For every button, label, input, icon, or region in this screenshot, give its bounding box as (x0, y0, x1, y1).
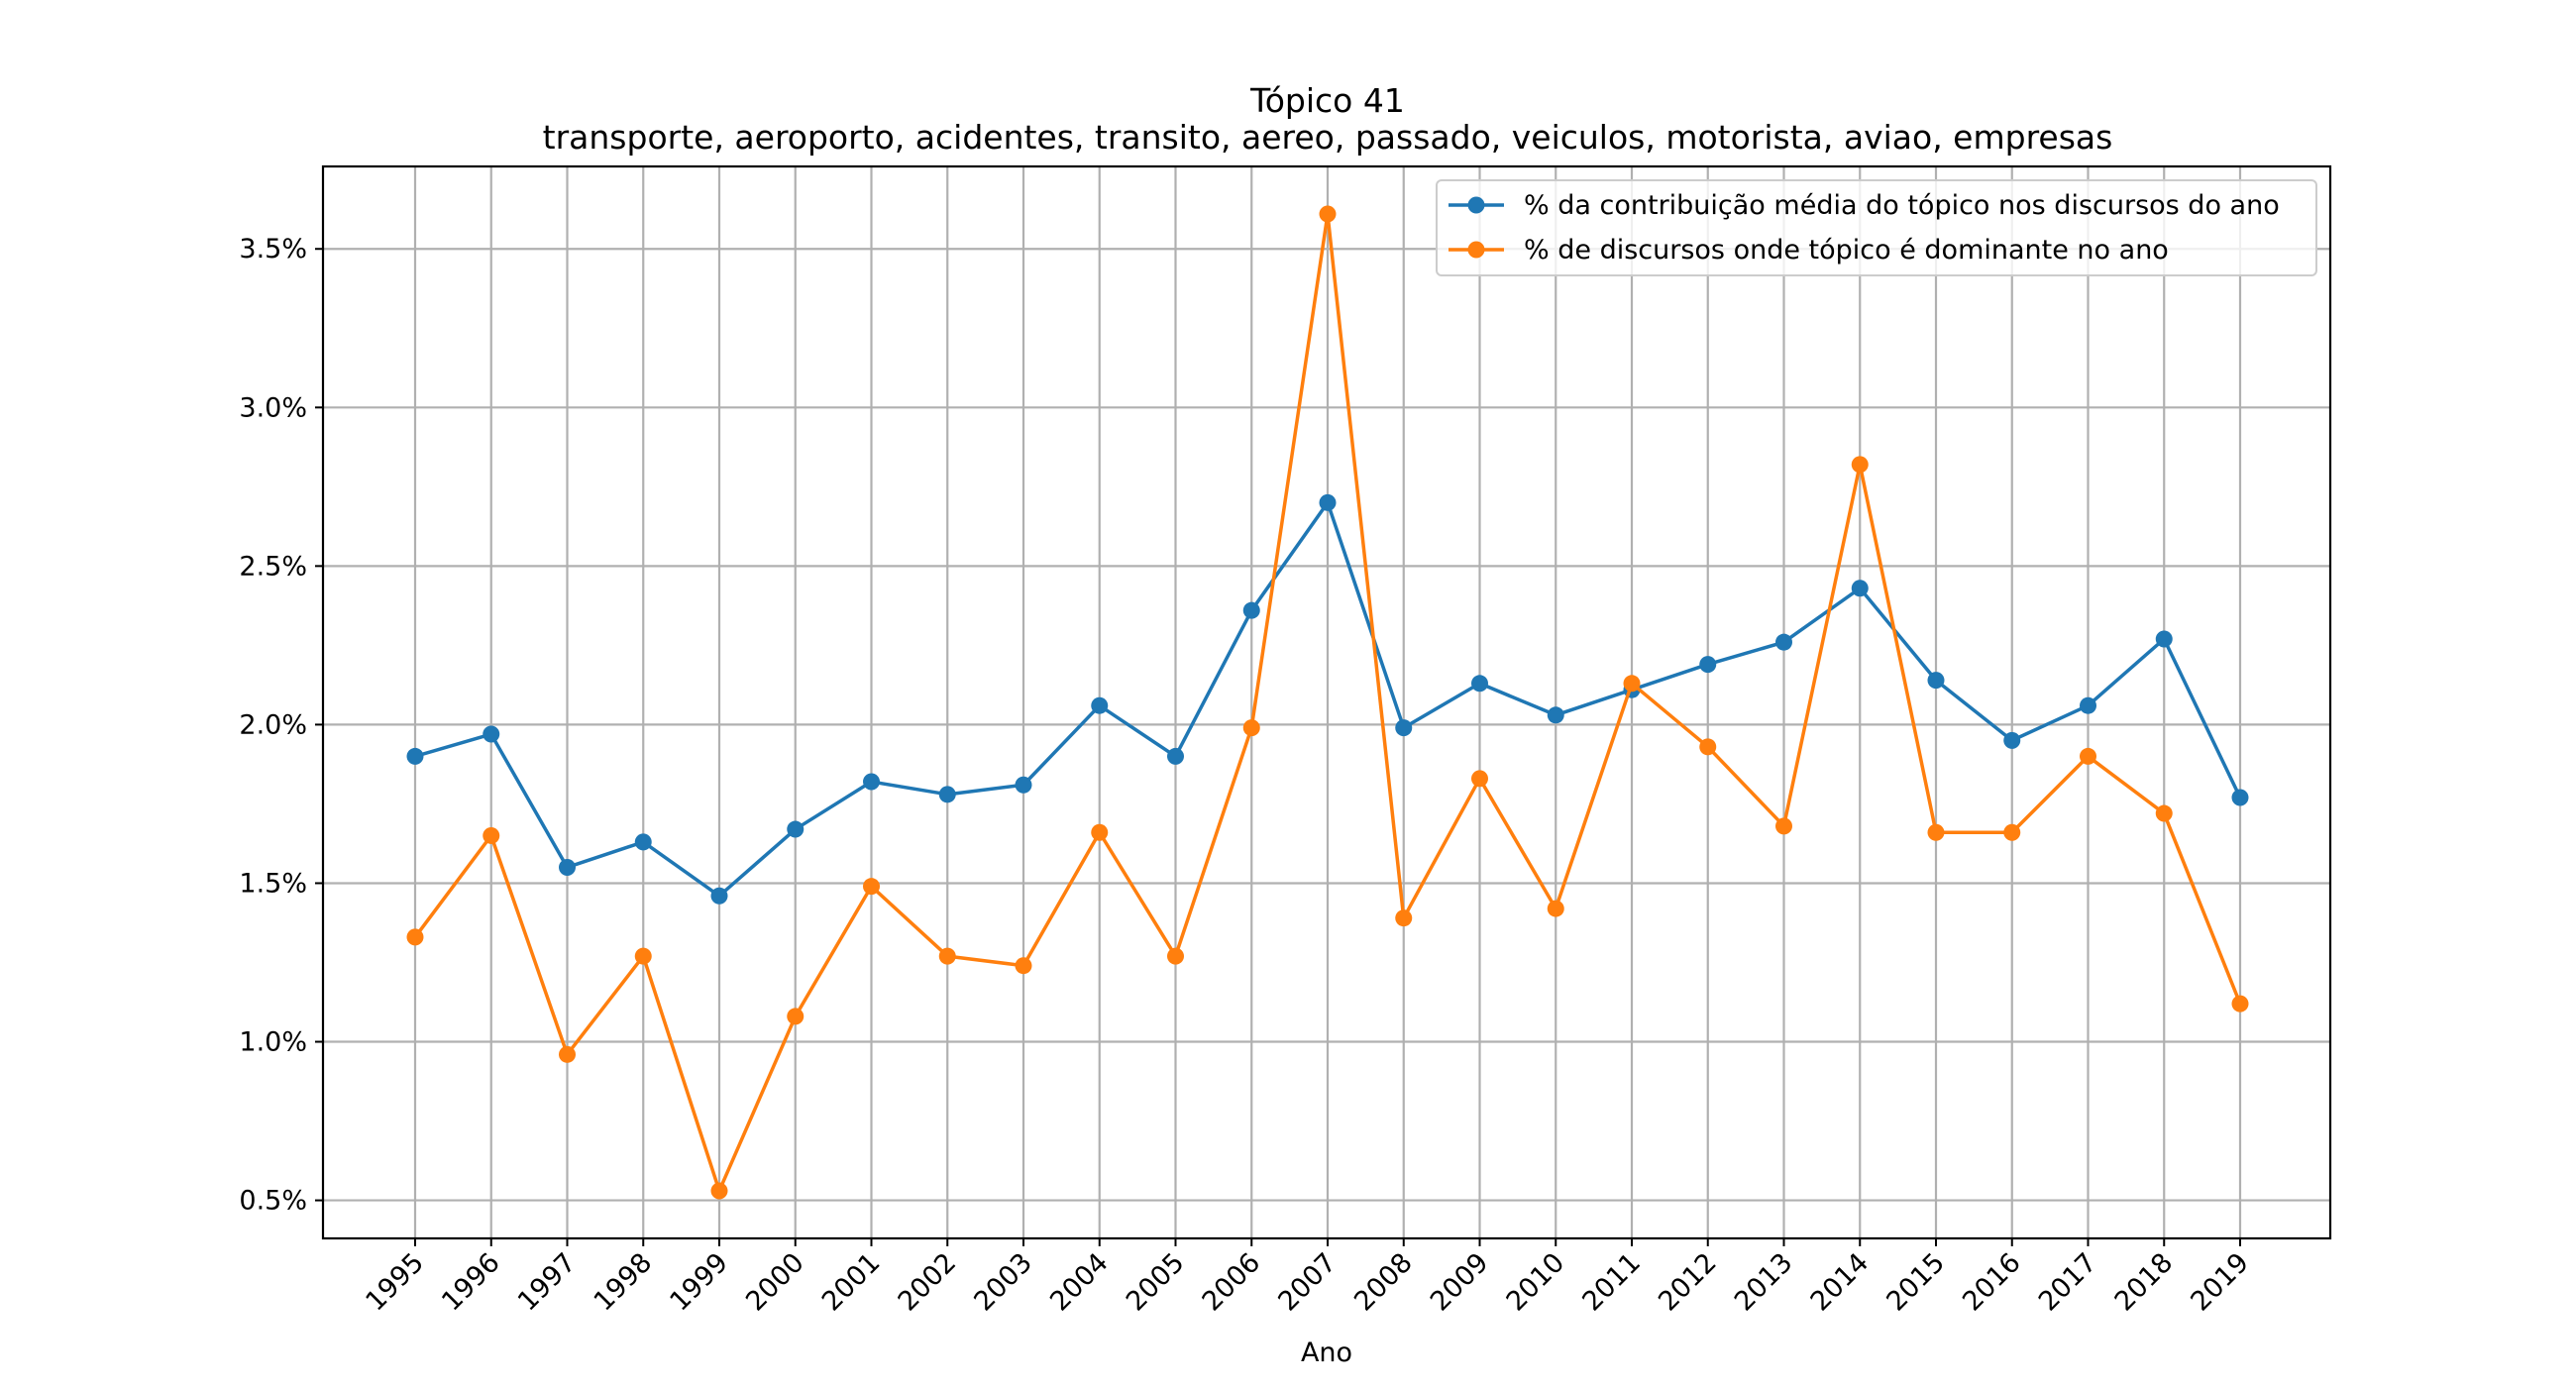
data-point (787, 1008, 805, 1025)
series-1 (406, 493, 2249, 905)
series-layer (406, 205, 2249, 1200)
data-point (1091, 696, 1109, 714)
data-point (1395, 909, 1413, 927)
data-point (2231, 995, 2249, 1013)
data-point (1242, 719, 1260, 737)
data-point (1547, 900, 1564, 917)
data-point (1091, 823, 1109, 841)
legend: % da contribuição média do tópico nos di… (1436, 179, 2317, 276)
y-tick-label: 1.0% (239, 1027, 307, 1058)
data-point (2003, 731, 2021, 749)
data-point (483, 826, 500, 844)
data-point (1547, 706, 1564, 724)
data-point (710, 887, 728, 905)
chart-title: Tópico 41 (1249, 81, 1405, 120)
legend-entries: % da contribuição média do tópico nos di… (1449, 190, 2280, 266)
data-point (634, 833, 652, 851)
data-point (1851, 456, 1869, 474)
data-point (938, 947, 956, 965)
data-point (2155, 804, 2173, 822)
data-point (1015, 957, 1032, 975)
data-point (938, 786, 956, 803)
data-point (1775, 633, 1792, 651)
y-tick-label: 3.5% (239, 234, 307, 265)
data-point (1927, 672, 1945, 690)
data-point (406, 747, 424, 765)
y-tick-label: 1.5% (239, 868, 307, 899)
y-tick-label: 0.5% (239, 1186, 307, 1217)
data-point (1851, 580, 1869, 597)
data-point (634, 947, 652, 965)
chart-subtitle: transporte, aeroporto, acidentes, transi… (543, 118, 2113, 157)
legend-marker (1467, 241, 1485, 259)
y-tick-label: 3.0% (239, 392, 307, 423)
data-point (1319, 493, 1337, 511)
legend-marker (1467, 196, 1485, 214)
y-tick-label: 2.5% (239, 551, 307, 582)
x-axis-label: Ano (1301, 1337, 1352, 1368)
data-point (1395, 719, 1413, 737)
data-point (483, 725, 500, 743)
data-point (2080, 696, 2096, 714)
data-point (1623, 675, 1641, 693)
data-point (1319, 205, 1337, 223)
data-point (1167, 947, 1184, 965)
data-point (1242, 601, 1260, 619)
data-point (1015, 776, 1032, 794)
data-point (2003, 823, 2021, 841)
data-point (863, 773, 880, 791)
data-point (710, 1182, 728, 1200)
data-point (2155, 630, 2173, 648)
data-point (406, 928, 424, 946)
legend-label: % de discursos onde tópico é dominante n… (1524, 235, 2169, 266)
data-point (1775, 817, 1792, 835)
legend-label: % da contribuição média do tópico nos di… (1524, 190, 2280, 221)
legend-box (1436, 179, 2317, 276)
data-point (2231, 789, 2249, 806)
data-point (1699, 656, 1717, 674)
data-point (1167, 747, 1184, 765)
data-point (559, 858, 576, 876)
y-axis-ticks: 0.5% 1.0% 1.5% 2.0% 2.5% 3.0% 3.5% (239, 234, 323, 1217)
data-point (559, 1045, 576, 1063)
data-point (1471, 675, 1488, 693)
data-point (1471, 770, 1488, 788)
data-point (1699, 738, 1717, 756)
y-tick-label: 2.0% (239, 709, 307, 740)
data-point (863, 878, 880, 896)
data-point (1927, 823, 1945, 841)
data-point (787, 820, 805, 838)
data-point (2080, 747, 2096, 765)
series-2 (406, 205, 2249, 1200)
